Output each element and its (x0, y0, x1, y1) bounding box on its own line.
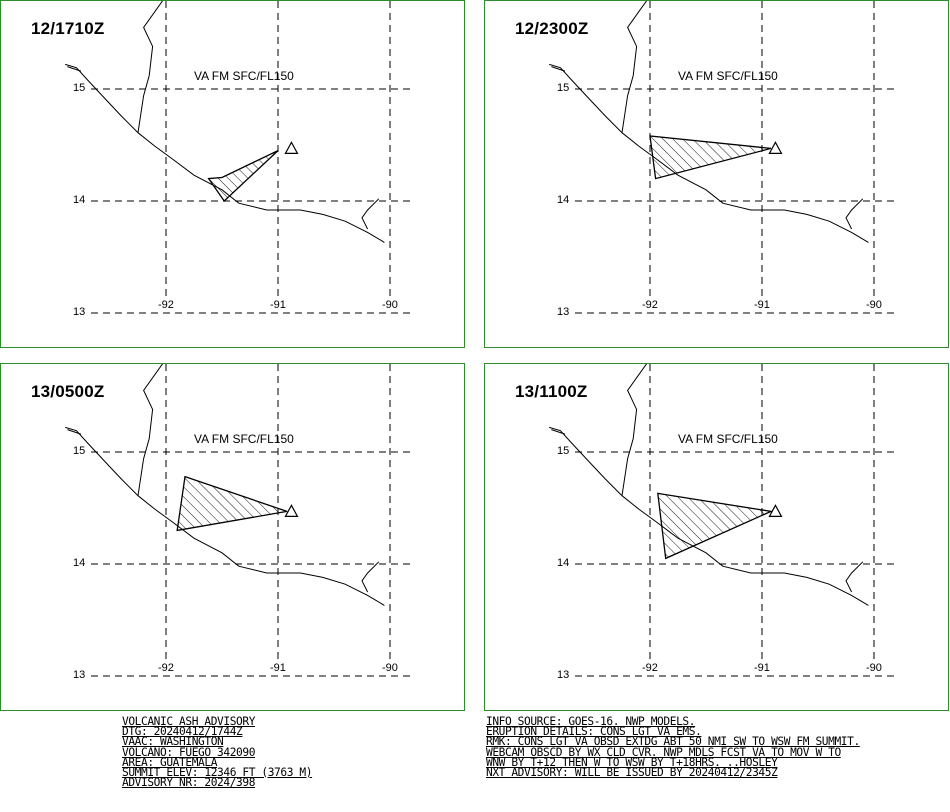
latitude-label: 14 (557, 557, 570, 569)
longitude-label: -92 (642, 662, 658, 674)
longitude-label: -91 (754, 662, 770, 674)
volcano-icon (284, 504, 299, 517)
latitude-label: 14 (557, 194, 570, 206)
border-mexico-guatemala (137, 364, 164, 496)
map-canvas (65, 1, 411, 314)
advisory-line: VOLCANO: FUEGO 342090 (122, 745, 256, 759)
longitude-label: -92 (158, 662, 174, 674)
coast-point (551, 429, 566, 435)
va-layer-label: VA FM SFC/FL150 (194, 69, 294, 83)
longitude-label: -90 (866, 662, 882, 674)
panel-time-title: 13/1100Z (515, 382, 588, 401)
coast-point (67, 66, 82, 72)
volcano-icon (768, 504, 783, 517)
va-layer-label: VA FM SFC/FL150 (678, 432, 778, 446)
advisory-line: ADVISORY NR: 2024/398 (122, 776, 256, 790)
border-el-salvador (361, 198, 380, 230)
volcano-icon (284, 141, 299, 154)
latitude-label: 14 (73, 194, 86, 206)
map-canvas (65, 364, 411, 677)
advisory-line: VAAC: WASHINGTON (122, 735, 224, 749)
ash-cloud-polygon (649, 135, 772, 180)
coastline (65, 426, 385, 606)
forecast-panel: 13/0500Z VA FM SFC/FL150 15 14 13 -92 -91 -90 (0, 363, 465, 711)
panel-time-title: 12/1710Z (31, 19, 105, 38)
border-mexico-guatemala (621, 364, 648, 496)
map-canvas (549, 364, 895, 677)
advisory-line: AREA: GUATEMALA (122, 755, 218, 769)
coastline (549, 63, 869, 243)
forecast-panel: 12/1710Z VA FM SFC/FL150 15 14 13 -92 -91 -90 (0, 0, 465, 348)
longitude-label: -90 (382, 662, 398, 674)
forecast-panel: 13/1100Z VA FM SFC/FL150 15 14 13 -92 -91 -90 (484, 363, 949, 711)
border-mexico-guatemala (621, 1, 648, 133)
latitude-label: 15 (73, 82, 86, 94)
advisory-line: WNW BY T+12 THEN W TO WSW BY T+18HRS. ..… (486, 755, 778, 769)
volcano-icon (768, 141, 783, 154)
advisory-remarks-text: INFO SOURCE: GOES-16. NWP MODELS. ERUPTIO… (486, 715, 860, 779)
latitude-label: 13 (73, 669, 86, 681)
advisory-line: INFO SOURCE: GOES-16. NWP MODELS. (486, 715, 696, 728)
map-canvas (549, 1, 895, 314)
advisory-line: SUMMIT ELEV: 12346 FT (3763 M) (122, 765, 313, 779)
longitude-label: -91 (754, 299, 770, 311)
border-el-salvador (361, 561, 380, 593)
forecast-panel: 12/2300Z VA FM SFC/FL150 15 14 13 -92 -91 -90 (484, 0, 949, 348)
advisory-line: ERUPTION DETAILS: CONS LGT VA EMS. (486, 725, 702, 739)
longitude-label: -91 (270, 662, 286, 674)
longitude-label: -92 (642, 299, 658, 311)
border-el-salvador (845, 198, 864, 230)
advisory-line: RMK: CONS LGT VA OBSD EXTDG ABT 50 NMI S… (486, 735, 860, 749)
latitude-label: 13 (557, 306, 570, 318)
advisory-header-text: VOLCANIC ASH ADVISORY DTG: 20240412/1744Z… (122, 715, 313, 790)
border-mexico-guatemala (137, 1, 164, 133)
latitude-label: 13 (557, 669, 570, 681)
advisory-line: DTG: 20240412/1744Z (122, 725, 243, 739)
latitude-label: 15 (557, 82, 570, 94)
advisory-line: NXT ADVISORY: WILL BE ISSUED BY 20240412… (486, 765, 778, 779)
longitude-label: -90 (382, 299, 398, 311)
panel-time-title: 13/0500Z (31, 382, 105, 401)
va-layer-label: VA FM SFC/FL150 (678, 69, 778, 83)
latitude-label: 15 (73, 445, 86, 457)
va-layer-label: VA FM SFC/FL150 (194, 432, 294, 446)
ash-cloud-polygon (657, 492, 774, 560)
advisory-line: WEBCAM OBSCD BY WX CLD CVR. NWP MDLS FCS… (486, 745, 841, 759)
ash-cloud-polygon (176, 475, 288, 532)
ash-cloud-polygon (207, 150, 279, 202)
panel-time-title: 12/2300Z (515, 19, 589, 38)
longitude-label: -91 (270, 299, 286, 311)
longitude-label: -92 (158, 299, 174, 311)
latitude-label: 15 (557, 445, 570, 457)
border-el-salvador (845, 561, 864, 593)
coastline (65, 63, 385, 243)
coast-point (67, 429, 82, 435)
latitude-label: 13 (73, 306, 86, 318)
advisory-line: VOLCANIC ASH ADVISORY (122, 715, 256, 728)
latitude-label: 14 (73, 557, 86, 569)
longitude-label: -90 (866, 299, 882, 311)
coast-point (551, 66, 566, 72)
